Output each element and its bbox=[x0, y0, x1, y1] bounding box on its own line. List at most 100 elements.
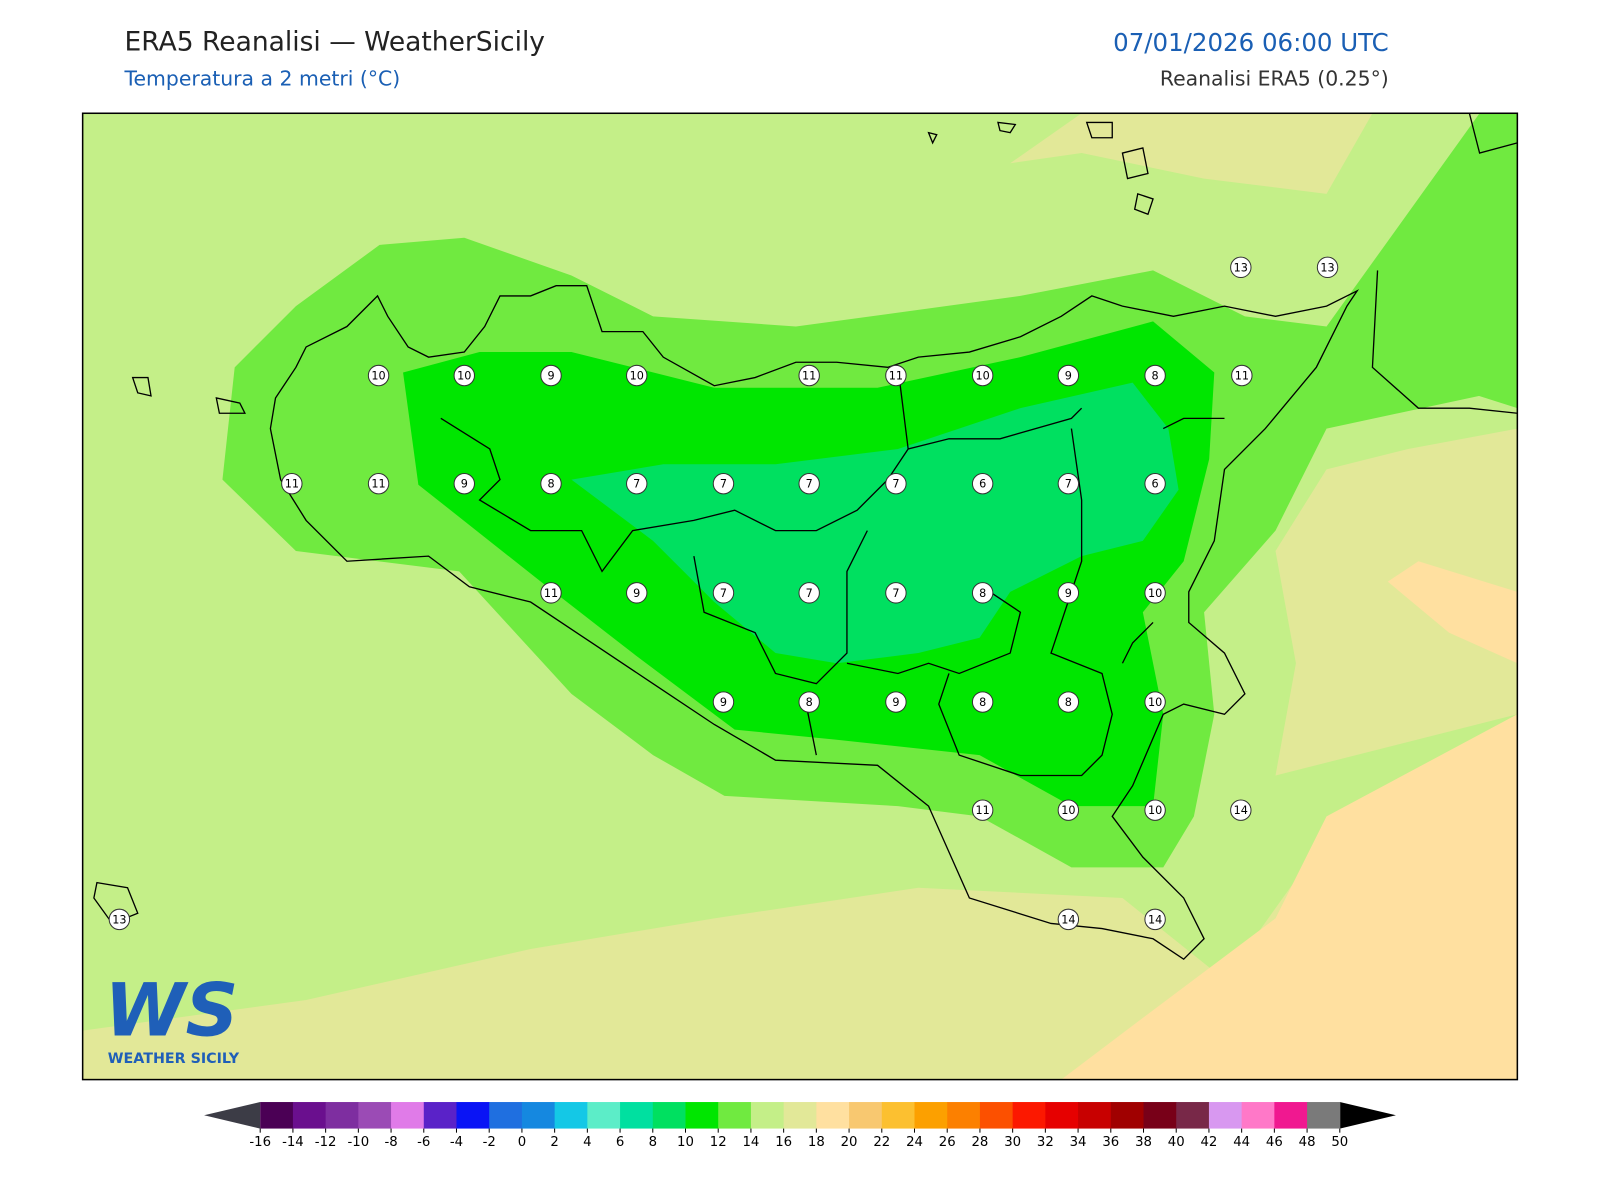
title: ERA5 Reanalisi — WeatherSicily bbox=[124, 26, 545, 57]
station-value: 10 bbox=[1061, 804, 1075, 817]
map-frame bbox=[81, 112, 1519, 1081]
station-marker bbox=[1144, 364, 1166, 387]
station-marker bbox=[885, 582, 907, 604]
colorbar-box bbox=[750, 1102, 785, 1129]
station-value: 8 bbox=[1065, 696, 1072, 709]
colorbar-box bbox=[1307, 1102, 1341, 1129]
station-value: 7 bbox=[806, 587, 813, 600]
station-value: 9 bbox=[461, 478, 468, 491]
colorbar-box bbox=[358, 1102, 392, 1129]
station-marker bbox=[540, 472, 562, 495]
colorbar-label: 40 bbox=[1168, 1135, 1185, 1150]
station-marker bbox=[1144, 908, 1166, 931]
station-marker bbox=[798, 582, 820, 604]
station-marker bbox=[1231, 364, 1253, 387]
colorbar-label: 12 bbox=[710, 1135, 727, 1150]
station-value: 11 bbox=[544, 587, 558, 600]
station-value: 8 bbox=[547, 478, 554, 491]
station-marker bbox=[1230, 256, 1252, 279]
colorbar-box bbox=[521, 1102, 556, 1129]
colorbar-box bbox=[881, 1102, 916, 1129]
colorbar-label: 30 bbox=[1004, 1135, 1021, 1150]
colorbar-box bbox=[979, 1102, 1014, 1129]
station-marker bbox=[712, 472, 735, 495]
colorbar-label: 32 bbox=[1037, 1135, 1054, 1150]
station-value: 8 bbox=[979, 696, 986, 709]
station-value: 9 bbox=[633, 587, 640, 600]
station-value: 11 bbox=[889, 370, 903, 383]
station-marker bbox=[1144, 582, 1166, 604]
station-value: 11 bbox=[802, 370, 816, 383]
colorbar: -16 -14 -12 -10 -8 -6 -4 -2 0 2 4 6 8 10 12 14 16 18 20 22 2… bbox=[204, 1102, 1396, 1150]
station-value: 7 bbox=[806, 478, 813, 491]
colorbar-label: 14 bbox=[742, 1135, 759, 1150]
station-value: 6 bbox=[979, 478, 986, 491]
colorbar-box bbox=[1176, 1102, 1210, 1129]
datetime: 07/01/2026 06:00 UTC bbox=[1113, 28, 1389, 57]
station-marker bbox=[108, 908, 131, 931]
station-marker bbox=[281, 472, 303, 495]
station-value: 13 bbox=[112, 913, 126, 926]
station-value: 11 bbox=[1235, 370, 1249, 383]
colorbar-label: 16 bbox=[775, 1135, 792, 1150]
station-marker bbox=[1057, 908, 1080, 931]
colorbar-label: 36 bbox=[1102, 1135, 1119, 1150]
station-marker bbox=[1057, 364, 1080, 387]
station-marker bbox=[712, 582, 735, 604]
station-marker bbox=[971, 799, 994, 821]
colorbar-box bbox=[947, 1102, 981, 1129]
station-value: 10 bbox=[976, 370, 990, 383]
station-marker bbox=[1144, 472, 1166, 495]
colorbar-label: -4 bbox=[450, 1135, 463, 1150]
station-value: 10 bbox=[1148, 696, 1162, 709]
station-value: 11 bbox=[285, 478, 299, 491]
colorbar-label: 50 bbox=[1331, 1135, 1348, 1150]
station-marker bbox=[971, 691, 994, 713]
colorbar-label: 10 bbox=[677, 1135, 694, 1150]
colorbar-label: -14 bbox=[282, 1135, 304, 1150]
colorbar-box bbox=[489, 1102, 523, 1129]
station-marker bbox=[626, 364, 648, 387]
station-value: 11 bbox=[976, 804, 990, 817]
colorbar-box bbox=[685, 1102, 719, 1129]
colorbar-box bbox=[783, 1102, 817, 1129]
colorbar-label: -8 bbox=[384, 1135, 397, 1150]
colorbar-box bbox=[554, 1102, 588, 1129]
station-value: 8 bbox=[1152, 370, 1159, 383]
colorbar-label: 2 bbox=[550, 1135, 558, 1150]
station-marker bbox=[971, 582, 994, 604]
colorbar-box bbox=[1110, 1102, 1145, 1129]
station-marker bbox=[798, 364, 820, 387]
station-value: 13 bbox=[1320, 261, 1334, 274]
station-marker bbox=[885, 472, 907, 495]
station-value: 10 bbox=[1148, 587, 1162, 600]
station-value: 14 bbox=[1234, 804, 1248, 817]
colorbar-box bbox=[652, 1102, 687, 1129]
colorbar-box bbox=[816, 1102, 850, 1129]
station-marker bbox=[453, 472, 475, 495]
station-marker bbox=[626, 582, 648, 604]
colorbar-label: -16 bbox=[249, 1135, 271, 1150]
station-marker bbox=[367, 364, 390, 387]
stations: 13 13 10 10 9 10 11 11 10 9 8 11 11 11 9 8 7 7 7 7 6 7 6 11 9 7 7 7… bbox=[108, 256, 1339, 931]
colorbar-box bbox=[718, 1102, 752, 1129]
station-value: 8 bbox=[979, 587, 986, 600]
station-marker bbox=[626, 472, 648, 495]
colorbar-box bbox=[1078, 1102, 1112, 1129]
colorbar-label: 4 bbox=[583, 1135, 591, 1150]
colorbar-box bbox=[1143, 1102, 1177, 1129]
colorbar-box bbox=[456, 1102, 490, 1129]
station-marker bbox=[798, 691, 820, 713]
station-value: 9 bbox=[892, 696, 899, 709]
station-value: 9 bbox=[547, 370, 554, 383]
station-marker bbox=[1144, 691, 1166, 713]
station-value: 14 bbox=[1061, 913, 1075, 926]
colorbar-box bbox=[1208, 1102, 1243, 1129]
station-marker bbox=[885, 364, 907, 387]
station-value: 7 bbox=[720, 478, 727, 491]
station-value: 7 bbox=[1065, 478, 1072, 491]
colorbar-label: 24 bbox=[906, 1135, 923, 1150]
colorbar-label: 38 bbox=[1135, 1135, 1152, 1150]
station-marker bbox=[1230, 799, 1252, 821]
